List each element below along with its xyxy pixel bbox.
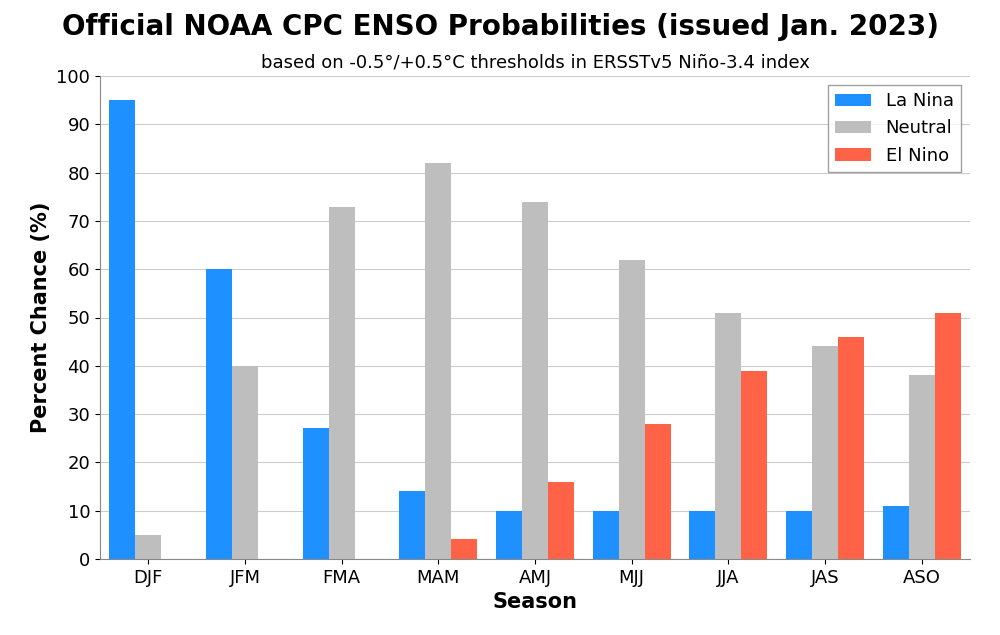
Bar [548,481,574,559]
Bar [838,337,864,559]
Text: Official NOAA CPC ENSO Probabilities (issued Jan. 2023): Official NOAA CPC ENSO Probabilities (is… [62,13,938,41]
Bar [303,429,329,559]
Bar [909,375,935,559]
Bar [425,163,451,559]
Bar [715,312,741,559]
Bar [619,260,645,559]
Bar [786,511,812,559]
Bar [645,424,671,559]
Bar [399,491,425,559]
Legend: La Nina, Neutral, El Nino: La Nina, Neutral, El Nino [828,85,961,171]
Bar [883,505,909,559]
Bar [496,511,522,559]
Bar [935,312,961,559]
Bar [593,511,619,559]
Bar [135,535,161,559]
Bar [109,100,135,559]
Bar [689,511,715,559]
Bar [451,540,477,559]
Bar [741,371,767,559]
Bar [206,269,232,559]
Title: based on -0.5°/+0.5°C thresholds in ERSSTv5 Niño-3.4 index: based on -0.5°/+0.5°C thresholds in ERSS… [261,54,809,72]
Y-axis label: Percent Chance (%): Percent Chance (%) [31,202,51,433]
Bar [329,206,355,559]
Bar [232,366,258,559]
Bar [812,347,838,559]
Bar [522,202,548,559]
X-axis label: Season: Season [492,592,578,612]
